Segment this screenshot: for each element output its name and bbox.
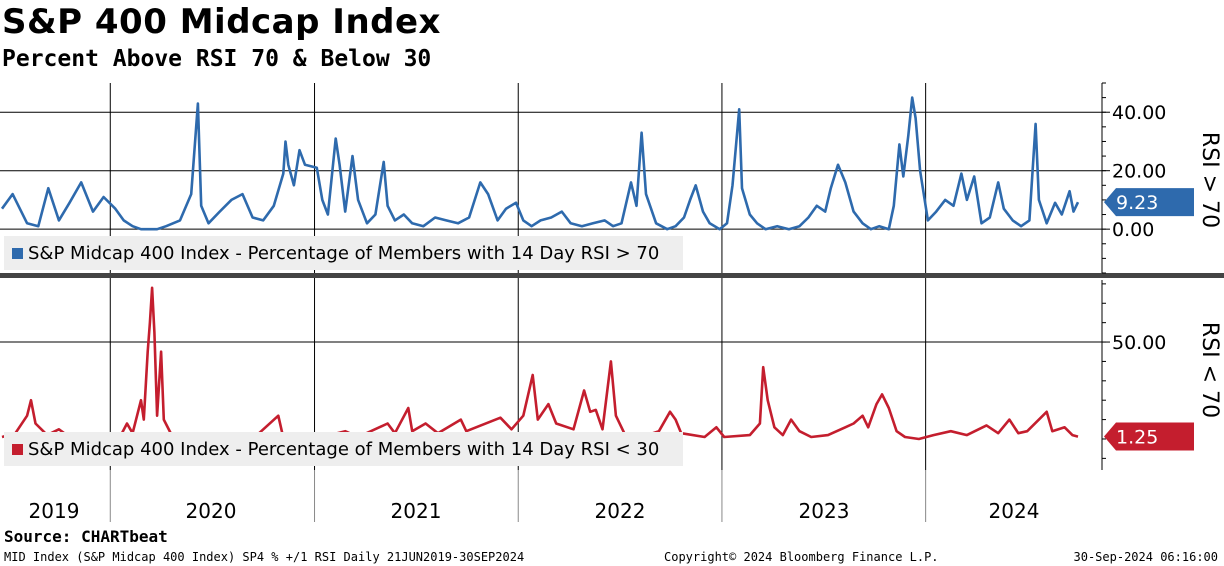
- last-value-label: 1.25: [1116, 427, 1158, 449]
- x-year-label: 2024: [989, 499, 1040, 523]
- x-year-label: 2021: [391, 499, 442, 523]
- legend-label: S&P Midcap 400 Index - Percentage of Mem…: [28, 439, 659, 460]
- series-line: [0, 96, 1080, 231]
- legend-label: S&P Midcap 400 Index - Percentage of Mem…: [28, 243, 659, 264]
- x-year-label: 2020: [186, 499, 237, 523]
- chart-subtitle: Percent Above RSI 70 & Below 30: [2, 46, 432, 72]
- source-label: Source: CHARTbeat: [4, 527, 168, 546]
- last-value-label: 9.23: [1116, 192, 1158, 214]
- legend-box: [4, 432, 683, 466]
- last-value-tag: [1104, 188, 1194, 217]
- chart-title: S&P 400 Midcap Index: [2, 2, 441, 42]
- y-axis-label: RSI < 70: [1197, 322, 1222, 418]
- last-value-tag: [1104, 422, 1194, 451]
- footer-ticker: MID Index (S&P Midcap 400 Index) SP4 % +…: [4, 550, 525, 564]
- footer-timestamp: 30-Sep-2024 06:16:00: [1073, 550, 1219, 564]
- legend-box: [4, 236, 683, 270]
- y-tick-label: 40.00: [1112, 102, 1166, 124]
- x-year-label: 2019: [29, 499, 80, 523]
- y-tick-label: 20.00: [1112, 161, 1166, 183]
- x-year-label: 2023: [799, 499, 850, 523]
- legend-swatch: [12, 248, 23, 259]
- panel-divider: [0, 273, 1224, 278]
- legend-swatch: [12, 444, 23, 455]
- series-line: [1, 286, 1079, 441]
- y-tick-label: 50.00: [1112, 332, 1166, 354]
- x-year-label: 2022: [595, 499, 646, 523]
- y-tick-label: 0.00: [1112, 219, 1154, 241]
- footer-copyright: Copyright© 2024 Bloomberg Finance L.P.: [664, 550, 939, 564]
- y-axis-label: RSI > 70: [1197, 132, 1222, 228]
